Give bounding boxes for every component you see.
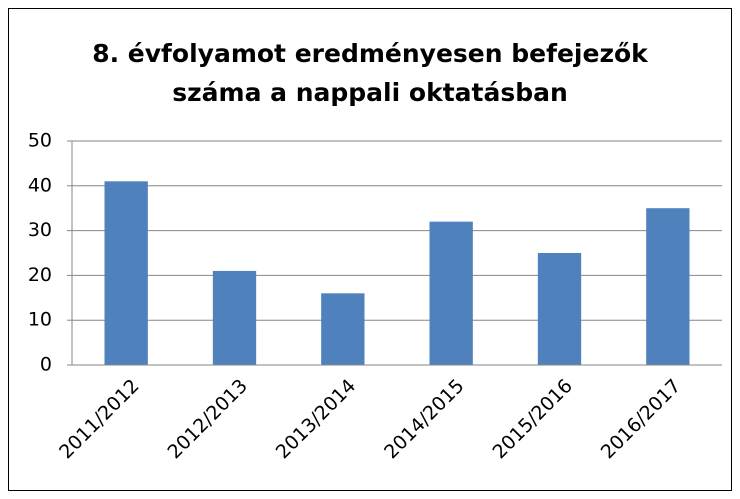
y-tick-label: 50 (28, 130, 52, 152)
bar (646, 208, 690, 365)
y-tick-label: 30 (28, 219, 52, 241)
chart-title: száma a nappali oktatásban (172, 78, 568, 107)
bar (212, 270, 257, 365)
chart-title: 8. évfolyamot eredményesen befejezők (92, 39, 649, 68)
bar (429, 221, 473, 365)
y-tick-label: 10 (28, 309, 52, 331)
y-tick-label: 20 (28, 264, 52, 286)
y-tick-label: 0 (40, 354, 52, 376)
bar (321, 293, 365, 365)
y-tick-label: 40 (28, 174, 52, 196)
bar (537, 253, 582, 365)
bar (104, 181, 148, 365)
